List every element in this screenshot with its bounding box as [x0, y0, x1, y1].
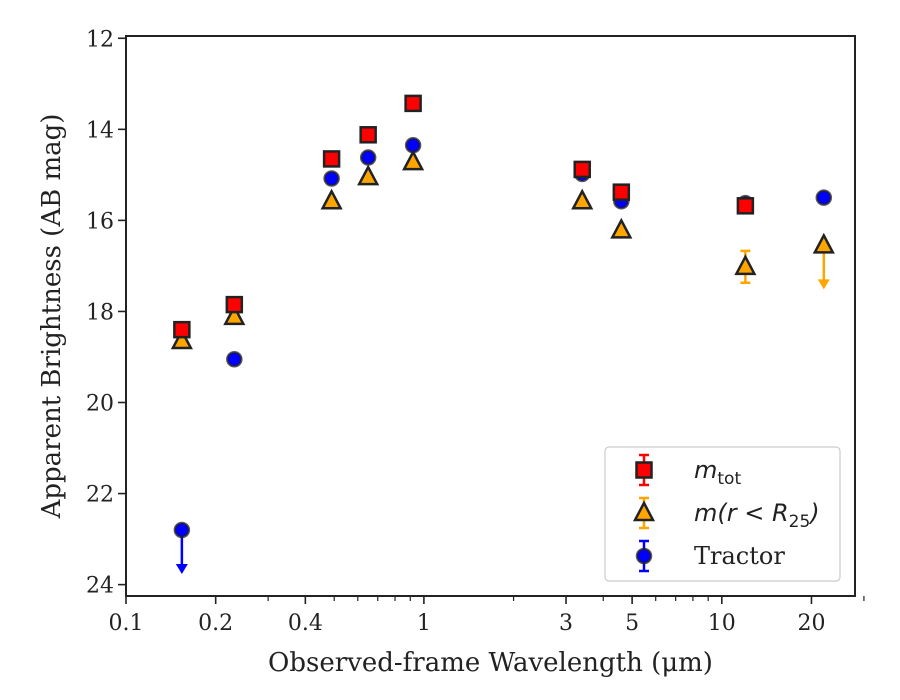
y-axis-label: Apparent Brightness (AB mag): [37, 114, 67, 520]
data-point-triangle: [170, 328, 193, 350]
legend-entry: m(r < R25): [632, 496, 820, 532]
legend: mtot m(r < R25) Tractor: [604, 446, 841, 582]
series-square: [173, 94, 755, 339]
x-tick-label: 10: [708, 611, 736, 636]
data-point-triangle: [223, 304, 246, 326]
data-point-circle: [173, 521, 191, 539]
series-triangle: [170, 149, 835, 350]
data-point-triangle: [571, 188, 594, 210]
x-tick-label: 3: [559, 611, 573, 636]
legend-label: Tractor: [694, 542, 785, 570]
data-point-square: [173, 320, 191, 339]
data-point-triangle: [734, 254, 757, 276]
y-tick-label: 18: [86, 300, 114, 325]
data-point-triangle: [402, 149, 425, 171]
x-tick-label: 1: [417, 611, 431, 636]
y-tick-label: 22: [86, 483, 114, 508]
y-tick-label: 14: [86, 118, 114, 143]
x-tick-label: 0.2: [198, 611, 233, 636]
axes: 0.1 0.2 0.4 1 3 5 10 20 12 14 16 18 20 22 24 Observed-f…: [37, 27, 865, 678]
x-tick-label: 0.1: [109, 611, 144, 636]
x-tick-label: 20: [797, 611, 825, 636]
data-point-square: [736, 197, 755, 215]
data-point-square: [573, 160, 591, 179]
y-tick-label: 20: [86, 392, 114, 417]
legend-marker-square: [635, 461, 653, 479]
data-point-square: [359, 126, 377, 144]
legend-entry: Tractor: [635, 539, 785, 573]
data-point-circle: [359, 149, 377, 166]
data-point-triangle: [812, 232, 835, 254]
data-point-square: [225, 295, 244, 314]
data-point-circle: [226, 351, 243, 368]
x-tick-label: 5: [625, 611, 639, 636]
legend-entry: mtot: [635, 453, 741, 489]
x-axis-label: Observed-frame Wavelength (μm): [268, 648, 713, 678]
plot-frame: [125, 35, 856, 597]
y-tick-label: 24: [86, 574, 114, 599]
legend-marker-circle: [635, 547, 653, 565]
data-point-square: [322, 150, 341, 168]
data-point-triangle: [610, 217, 633, 239]
data-point-square: [404, 94, 422, 113]
data-point-triangle: [320, 188, 343, 210]
plot-area: [170, 94, 835, 574]
data-point-circle: [323, 170, 340, 187]
legend-label: m(r < R25): [694, 499, 820, 532]
legend-box: [604, 446, 841, 582]
data-point-square: [612, 183, 631, 201]
data-point-circle: [815, 189, 833, 206]
y-tick-label: 12: [86, 27, 114, 52]
legend-label: mtot: [694, 456, 741, 489]
legend-marker-triangle: [632, 500, 656, 522]
y-tick-label: 16: [86, 209, 114, 234]
data-point-triangle: [357, 164, 380, 186]
x-tick-label: 0.4: [288, 611, 323, 636]
